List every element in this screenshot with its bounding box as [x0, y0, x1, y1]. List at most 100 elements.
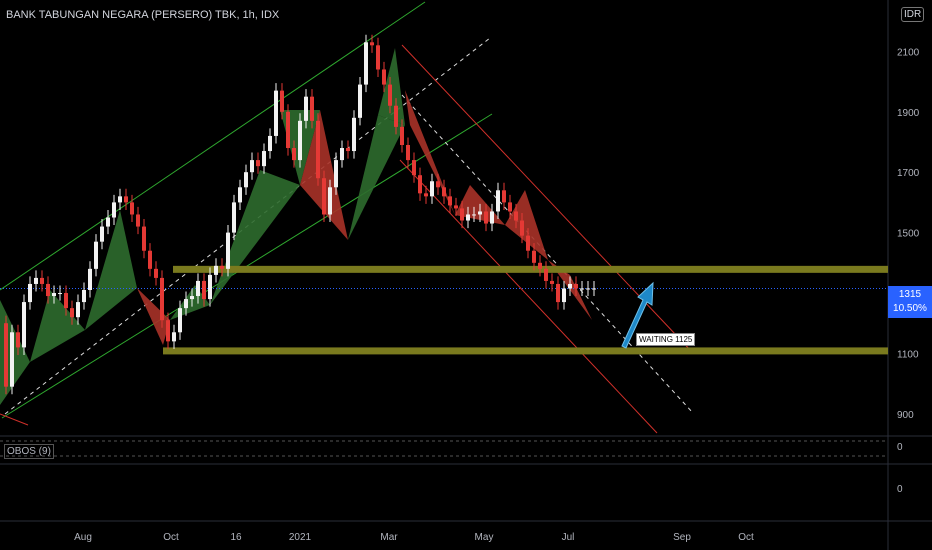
old-channel-line: [0, 413, 29, 426]
candle-body: [220, 265, 224, 269]
candle-body: [574, 283, 578, 289]
candle-body: [352, 117, 356, 152]
currency-badge[interactable]: IDR: [901, 7, 925, 22]
candle-body: [442, 187, 446, 197]
candle-body: [88, 268, 92, 290]
down-channel-mid: [401, 94, 694, 414]
candle-body: [100, 226, 104, 242]
price-tick: 1500: [897, 229, 920, 240]
candle-body: [184, 299, 188, 309]
candle-body: [400, 126, 404, 145]
candle-body: [172, 332, 176, 342]
candle-body: [262, 151, 266, 167]
candle-body: [526, 235, 530, 251]
up-channel-top: [0, 1, 426, 291]
candle-body: [490, 211, 494, 224]
indicator-tick: 0: [897, 484, 903, 495]
candle-body: [346, 148, 350, 152]
time-tick: Mar: [380, 532, 398, 543]
candle-body: [382, 69, 386, 85]
candle-body: [418, 175, 422, 194]
candle-body: [454, 205, 458, 209]
down-channel-bottom: [399, 159, 658, 434]
candle-body: [322, 178, 326, 215]
candles: [4, 34, 596, 395]
candle-body: [70, 308, 74, 318]
candle-body: [304, 96, 308, 121]
candle-body: [568, 283, 572, 289]
candle-body: [514, 211, 518, 221]
candle-body: [292, 148, 296, 161]
trend-channels: [0, 1, 694, 434]
candle-body: [16, 332, 20, 348]
candle-body: [580, 288, 584, 290]
candle-body: [460, 208, 464, 221]
candle-body: [496, 190, 500, 212]
candle-body: [376, 45, 380, 70]
candle-body: [430, 181, 434, 197]
candle-body: [112, 202, 116, 218]
candle-body: [52, 293, 56, 297]
candle-body: [142, 226, 146, 251]
candle-body: [544, 268, 548, 281]
candle-body: [466, 214, 470, 221]
candle-body: [550, 280, 554, 284]
candle-body: [148, 250, 152, 269]
candle-body: [394, 105, 398, 127]
pattern-leg: [137, 288, 170, 345]
indicator-label[interactable]: OBOS (9): [4, 444, 54, 459]
time-axis[interactable]: Aug Oct 16 2021 Mar May Jul Sep Oct: [74, 532, 754, 543]
candle-body: [340, 148, 344, 161]
candle-body: [274, 90, 278, 136]
candle-body: [232, 202, 236, 233]
candle-body: [256, 160, 260, 167]
candle-body: [106, 217, 110, 227]
pattern-leg: [30, 290, 85, 362]
last-price-tag: 1315 10.50%: [888, 286, 932, 318]
candle-body: [478, 211, 482, 215]
candle-body: [178, 308, 182, 333]
candle-body: [502, 190, 506, 203]
candle-body: [406, 145, 410, 161]
candle-body: [118, 196, 122, 203]
candle-body: [124, 196, 128, 203]
candle-body: [64, 293, 68, 309]
candle-body: [10, 332, 14, 387]
time-tick: 2021: [289, 532, 312, 543]
candle-body: [358, 84, 362, 118]
candle-body: [472, 214, 476, 216]
candle-body: [370, 42, 374, 46]
candle-body: [196, 280, 200, 297]
candle-body: [208, 274, 212, 300]
indicator-tick: 0: [897, 442, 903, 453]
candle-body: [436, 181, 440, 188]
candle-body: [532, 250, 536, 263]
candle-body: [160, 277, 164, 321]
candle-body: [310, 96, 314, 121]
price-axis[interactable]: 90011001300150017001900210000: [897, 47, 920, 495]
price-tick: 1700: [897, 168, 920, 179]
time-tick: Jul: [562, 532, 575, 543]
candle-body: [250, 160, 254, 173]
candle-body: [22, 302, 26, 348]
candle-body: [562, 288, 566, 303]
candle-body: [364, 42, 368, 85]
candle-body: [34, 277, 38, 284]
candle-body: [58, 293, 62, 295]
time-tick: Oct: [738, 532, 754, 543]
chart-title: BANK TABUNGAN NEGARA (PERSERO) TBK, 1h, …: [6, 9, 280, 21]
candle-body: [448, 196, 452, 206]
candle-body: [508, 202, 512, 212]
candle-body: [154, 268, 158, 278]
candle-body: [556, 283, 560, 303]
price-tick: 900: [897, 410, 914, 421]
time-tick: Aug: [74, 532, 92, 543]
candle-body: [214, 265, 218, 275]
candle-body: [46, 283, 50, 297]
candle-body: [538, 262, 542, 269]
candle-body: [82, 290, 86, 303]
last-price-value: 1315: [898, 289, 922, 300]
candle-body: [166, 320, 170, 342]
candle-body: [388, 84, 392, 106]
